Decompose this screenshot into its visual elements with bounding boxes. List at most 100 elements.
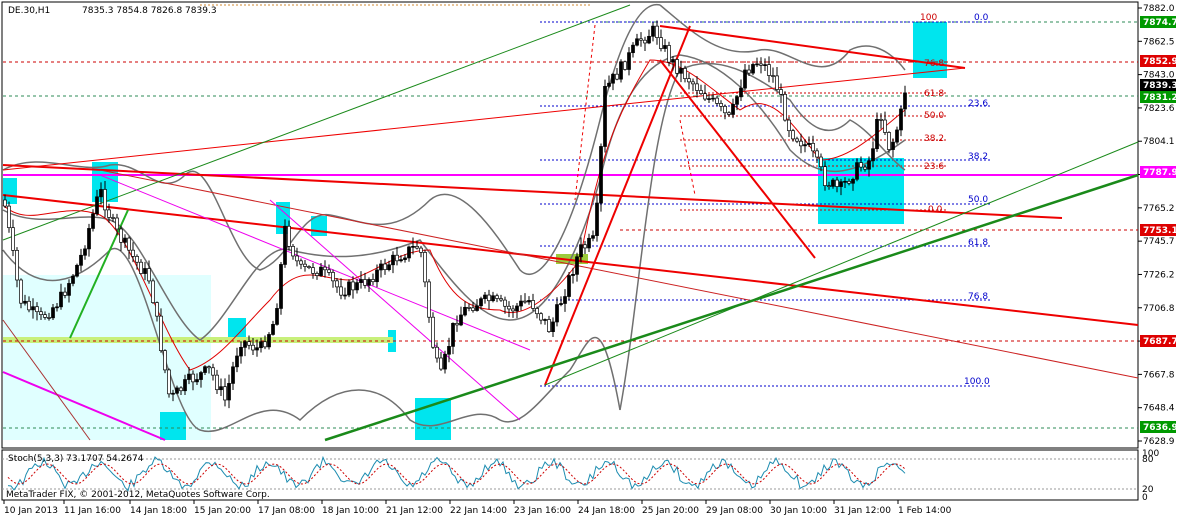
candle-body <box>807 142 811 145</box>
candle-body <box>351 281 355 291</box>
candle-body <box>579 244 583 258</box>
time-tick-label: 15 Jan 20:00 <box>194 506 251 516</box>
price-tick-label: 7843.0 <box>1143 71 1175 81</box>
candle-body <box>339 286 343 296</box>
candle-body <box>275 308 279 325</box>
candle-body <box>39 311 43 315</box>
candle-body <box>371 279 375 283</box>
candle-body <box>523 300 527 303</box>
moving-average-line <box>2 59 906 371</box>
time-axis: 10 Jan 2013 11 Jan 16:00 14 Jan 18:00 15 Ja… <box>3 500 952 516</box>
price-tag-bg <box>1140 55 1176 67</box>
candle-body <box>827 185 831 187</box>
candle-body <box>139 261 143 274</box>
price-tick-label: 7823.6 <box>1143 104 1175 114</box>
price-tick-label: 7706.8 <box>1143 304 1175 314</box>
candle-body <box>235 355 239 368</box>
candle-body <box>115 217 119 230</box>
candle-body <box>359 279 363 283</box>
candle-body <box>747 69 751 74</box>
candle-body <box>243 341 247 348</box>
candle-body <box>143 268 147 274</box>
candle-body <box>707 98 711 100</box>
price-tag-bg <box>1140 224 1176 236</box>
stoch-level: 0 <box>1142 493 1148 503</box>
candle-body <box>131 249 135 257</box>
candle-body <box>431 316 435 348</box>
candle-body <box>791 130 795 140</box>
candlestick-series <box>3 20 907 409</box>
candle-body <box>23 300 27 304</box>
time-tick-label: 25 Jan 20:00 <box>642 506 699 516</box>
candle-body <box>343 294 347 297</box>
stoch-plot-frame <box>1 449 1139 501</box>
candle-body <box>843 180 847 183</box>
candle-body <box>423 252 427 283</box>
time-tick-label: 18 Jan 10:00 <box>322 506 379 516</box>
time-tick-label: 1 Feb 14:00 <box>898 506 952 516</box>
candle-body <box>403 257 407 260</box>
candle-body <box>231 366 235 384</box>
price-tick-label: 7765.2 <box>1143 204 1175 214</box>
candle-body <box>503 299 507 307</box>
zone-box <box>228 318 246 340</box>
candle-body <box>647 35 651 44</box>
candle-body <box>631 44 635 54</box>
candle-body <box>667 45 671 63</box>
candle-body <box>323 266 327 271</box>
candle-body <box>595 202 599 236</box>
candle-body <box>135 256 139 263</box>
fib-label: 76.8 <box>968 292 988 302</box>
candle-body <box>307 266 311 268</box>
candle-body <box>539 313 543 321</box>
fib-label: 50.0 <box>968 195 988 205</box>
candle-body <box>71 275 75 284</box>
candle-body <box>439 357 443 370</box>
fib-label: 38.2 <box>924 134 944 144</box>
candle-body <box>619 61 623 80</box>
candle-body <box>899 108 903 131</box>
time-tick-label: 21 Jan 12:00 <box>386 506 443 516</box>
candle-body <box>559 303 563 305</box>
candle-body <box>691 81 695 85</box>
candle-body <box>723 105 727 114</box>
price-tag: 7753.1 <box>1143 226 1178 236</box>
ohlc-values: 7835.3 7854.8 7826.8 7839.3 <box>82 6 217 16</box>
fib-label: 100 <box>920 13 937 23</box>
candle-body <box>715 97 719 104</box>
candle-body <box>179 387 183 392</box>
candle-body <box>83 248 87 256</box>
candle-body <box>599 146 603 204</box>
candle-body <box>67 283 71 296</box>
candle-body <box>187 373 191 380</box>
fib-label: 100.0 <box>964 377 990 387</box>
candle-body <box>751 64 755 74</box>
candle-body <box>395 254 399 262</box>
candle-body <box>739 87 743 98</box>
candle-body <box>779 89 783 95</box>
price-tick-label: 7628.9 <box>1143 437 1175 447</box>
candle-body <box>855 162 859 180</box>
candle-body <box>399 259 403 262</box>
candle-body <box>447 346 451 355</box>
candle-body <box>315 273 319 276</box>
candle-body <box>639 38 643 41</box>
time-tick-label: 17 Jan 08:00 <box>258 506 315 516</box>
candle-body <box>299 260 303 265</box>
candle-body <box>515 305 519 312</box>
candle-body <box>463 306 467 316</box>
price-tag: 7852.9 <box>1143 57 1178 67</box>
price-tag-bg <box>1140 91 1176 103</box>
candle-body <box>683 68 687 79</box>
fib-labels-blue: 0.0 23.6 38.2 50.0 61.8 76.8 100.0 <box>964 13 990 387</box>
candle-body <box>803 144 807 147</box>
candle-body <box>671 59 675 63</box>
candle-body <box>87 228 91 250</box>
candle-body <box>443 353 447 370</box>
price-tag-bg <box>1140 421 1176 433</box>
zone-box <box>913 22 947 78</box>
candle-body <box>795 138 799 142</box>
candle-body <box>511 308 515 312</box>
